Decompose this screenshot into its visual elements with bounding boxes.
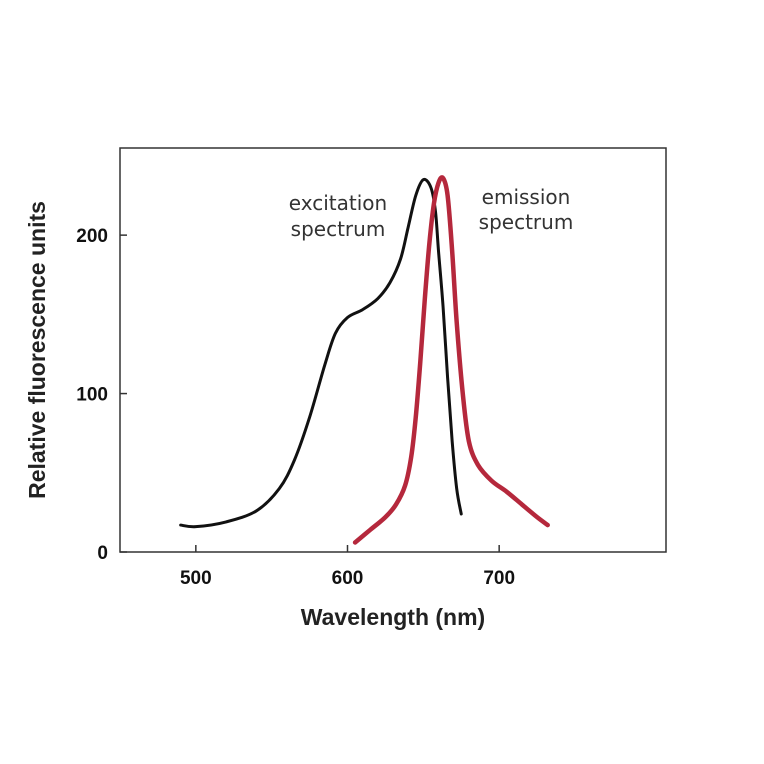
y-axis-title: Relative fluorescence units [24,201,50,499]
annotation-emission-line1: emission [482,185,571,209]
y-axis-ticks: 0 100 200 [76,226,127,564]
y-tick-label: 100 [76,385,108,406]
y-tick-label: 0 [97,543,108,564]
x-tick-label: 500 [180,568,212,589]
excitation-spectrum-line [179,177,463,529]
x-axis-ticks: 500 600 700 [180,545,515,589]
annotation-excitation-line2: spectrum [291,217,386,241]
emission-spectrum-line [352,175,550,545]
x-axis-title: Wavelength (nm) [301,604,485,630]
y-tick-label: 200 [76,226,108,247]
annotation-excitation-line1: excitation [289,191,387,215]
series-layer [179,175,550,545]
x-tick-label: 700 [483,568,515,589]
plot-frame [119,147,667,553]
x-tick-label: 600 [332,568,364,589]
annotation-emission-line2: spectrum [479,210,574,234]
